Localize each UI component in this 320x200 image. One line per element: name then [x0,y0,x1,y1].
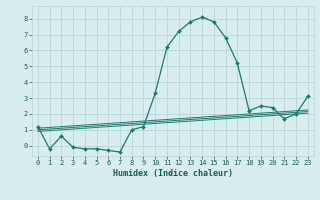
X-axis label: Humidex (Indice chaleur): Humidex (Indice chaleur) [113,169,233,178]
